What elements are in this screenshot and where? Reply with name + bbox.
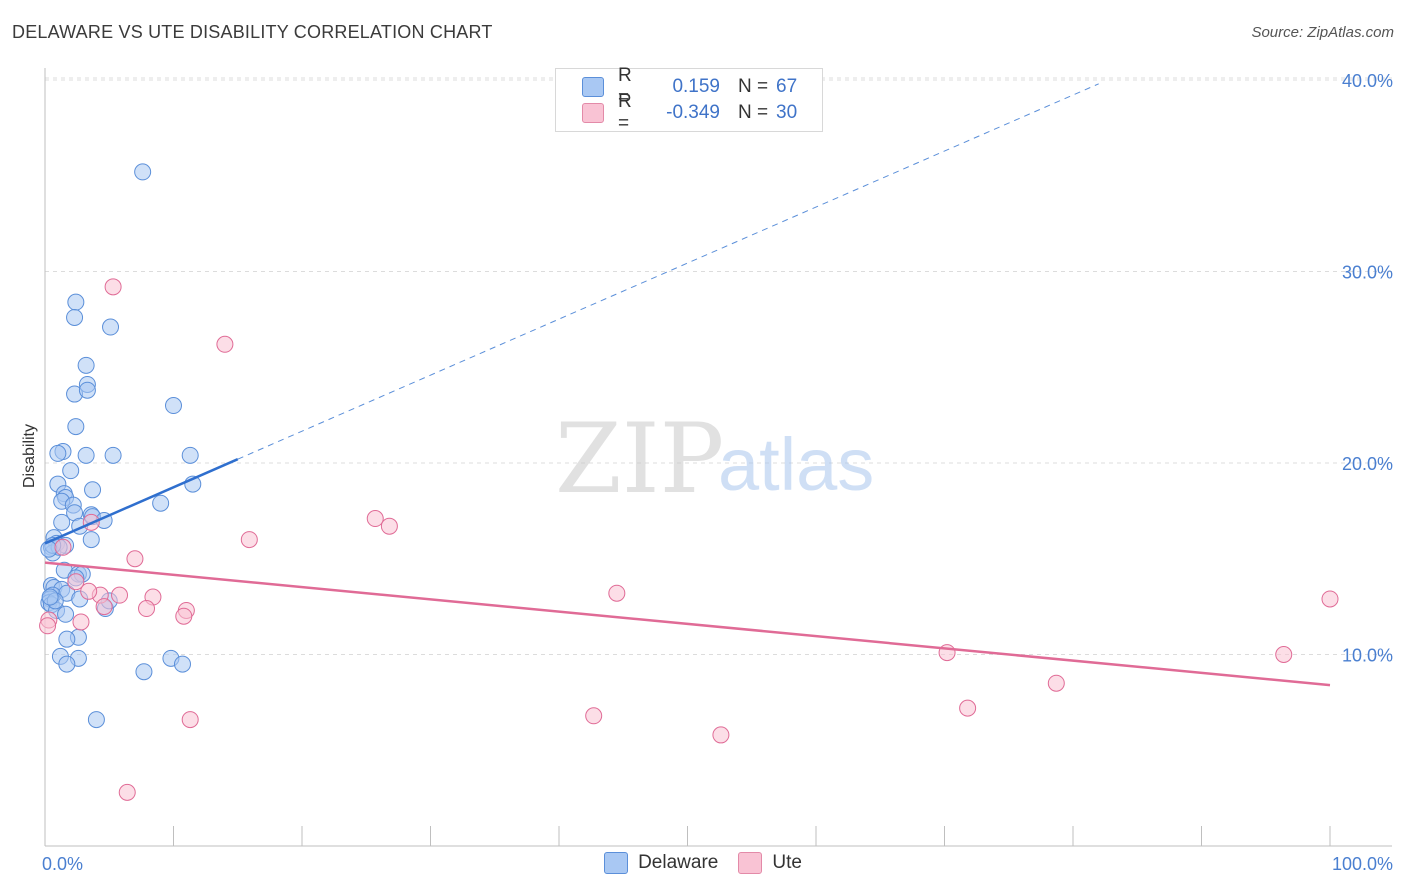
ute-trend-line bbox=[44, 561, 1331, 687]
delaware-point bbox=[62, 462, 80, 480]
ute-point bbox=[175, 607, 193, 625]
n-value: 30 bbox=[776, 102, 798, 123]
grid-lines bbox=[45, 77, 1392, 655]
delaware-point bbox=[102, 318, 120, 336]
ute-point bbox=[67, 573, 85, 591]
trend-lines bbox=[44, 83, 1331, 687]
ute-point bbox=[138, 600, 156, 618]
delaware-point bbox=[49, 444, 67, 462]
delaware-point bbox=[67, 293, 85, 311]
delaware-point bbox=[77, 356, 95, 374]
legend-item-ute: Ute bbox=[738, 852, 802, 874]
y-tick-label: 20.0% bbox=[1342, 454, 1393, 474]
ute-point bbox=[126, 550, 144, 568]
delaware-point bbox=[84, 481, 102, 499]
delaware-point bbox=[66, 308, 84, 326]
ute-point bbox=[72, 613, 90, 631]
ute-point bbox=[366, 510, 384, 528]
y-tick-label: 10.0% bbox=[1342, 646, 1393, 666]
tick-labels: 10.0% 20.0% 30.0% 40.0% 0.0% 100.0% bbox=[42, 71, 1393, 874]
delaware-point bbox=[87, 711, 105, 729]
ute-point bbox=[80, 582, 98, 600]
delaware-point bbox=[57, 605, 75, 623]
delaware-point bbox=[134, 163, 152, 181]
y-tick-label: 30.0% bbox=[1342, 263, 1393, 283]
y-axis-label: Disability bbox=[21, 424, 38, 488]
ute-swatch bbox=[582, 103, 604, 123]
ute-point bbox=[118, 783, 136, 801]
series-legend: Delaware Ute bbox=[0, 852, 1406, 874]
delaware-trend-line bbox=[44, 458, 239, 545]
n-label: N = bbox=[738, 76, 769, 97]
correlation-legend: R = 0.159 N = 67 R = -0.349 N = 30 bbox=[555, 65, 823, 134]
r-label: R = bbox=[618, 91, 632, 134]
ute-point bbox=[959, 699, 977, 717]
x-tick-label: 100.0% bbox=[1332, 854, 1393, 874]
delaware-point bbox=[78, 381, 96, 399]
delaware-point bbox=[82, 531, 100, 549]
ute-point bbox=[216, 335, 234, 353]
ute-point bbox=[181, 711, 199, 729]
r-value: -0.349 bbox=[666, 102, 720, 123]
delaware-point bbox=[58, 630, 76, 648]
ute-point bbox=[54, 538, 72, 556]
ute-swatch bbox=[738, 852, 763, 874]
delaware-point bbox=[53, 513, 71, 531]
n-value: 67 bbox=[776, 76, 798, 97]
data-points bbox=[39, 163, 1339, 801]
ute-point bbox=[1321, 590, 1339, 608]
ute-point bbox=[380, 517, 398, 535]
delaware-point bbox=[58, 655, 76, 673]
ute-point bbox=[608, 584, 626, 602]
delaware-point bbox=[77, 446, 95, 464]
watermark-zip: ZIP bbox=[555, 403, 724, 515]
ute-point bbox=[39, 617, 57, 635]
delaware-swatch bbox=[604, 852, 629, 874]
ute-point bbox=[1047, 674, 1065, 692]
n-label: N = bbox=[738, 102, 769, 123]
chart-title: DELAWARE VS UTE DISABILITY CORRELATION C… bbox=[12, 22, 493, 42]
delaware-point bbox=[135, 663, 153, 681]
delaware-point bbox=[67, 418, 85, 436]
y-tick-label: 40.0% bbox=[1342, 71, 1393, 91]
watermark: ZIP atlas bbox=[555, 403, 874, 515]
legend-label-delaware: Delaware bbox=[638, 852, 719, 873]
delaware-point bbox=[165, 397, 182, 415]
ute-point bbox=[240, 531, 258, 549]
ute-point bbox=[111, 586, 129, 604]
legend-row-ute: R = -0.349 N = 30 bbox=[582, 91, 798, 134]
delaware-point bbox=[181, 446, 199, 464]
delaware-point bbox=[41, 588, 59, 606]
delaware-point bbox=[173, 655, 191, 673]
r-label: R = bbox=[618, 65, 632, 108]
delaware-trend-extension bbox=[237, 83, 1099, 460]
ute-point bbox=[95, 598, 113, 616]
ute-point bbox=[104, 278, 122, 296]
ute-point bbox=[1275, 646, 1293, 663]
legend-label-ute: Ute bbox=[772, 852, 802, 873]
delaware-point bbox=[40, 540, 58, 558]
axes bbox=[44, 68, 1392, 847]
legend-item-delaware: Delaware bbox=[604, 852, 718, 874]
source-label: Source: ZipAtlas.com bbox=[1251, 24, 1394, 41]
ute-point bbox=[712, 726, 730, 744]
r-value: 0.159 bbox=[672, 76, 720, 97]
watermark-atlas: atlas bbox=[718, 423, 874, 506]
delaware-swatch bbox=[582, 77, 604, 97]
delaware-point bbox=[104, 446, 122, 464]
ute-point bbox=[585, 707, 603, 725]
x-tick-label: 0.0% bbox=[42, 854, 83, 874]
delaware-point bbox=[152, 494, 170, 512]
legend-row-delaware: R = 0.159 N = 67 bbox=[582, 65, 798, 108]
